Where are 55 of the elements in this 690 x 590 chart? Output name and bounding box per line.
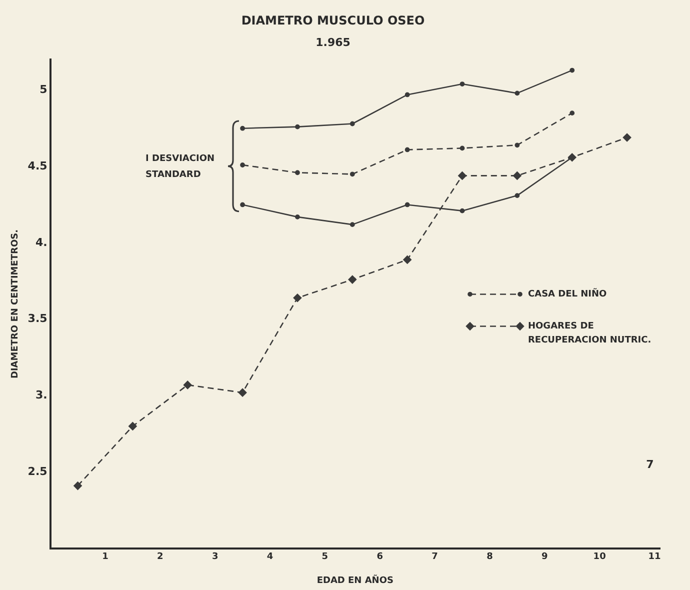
point xyxy=(350,121,355,126)
x-tick-label: 3 xyxy=(212,552,218,562)
point xyxy=(128,422,137,430)
y-tick-label: 4. xyxy=(35,236,48,249)
y-tick-label: 3. xyxy=(35,388,48,402)
point xyxy=(240,202,245,208)
point xyxy=(74,482,82,490)
point xyxy=(514,193,520,198)
y-tick-label: 2.5 xyxy=(28,464,48,478)
point xyxy=(404,202,410,208)
point xyxy=(622,133,632,142)
legend-label: CASA DEL NIÑO xyxy=(528,288,608,300)
annotation: I DESVIACION STANDARD xyxy=(146,154,215,180)
x-tick-label: 9 xyxy=(542,552,548,562)
point xyxy=(295,170,300,176)
point xyxy=(348,275,357,284)
x-tick-label: 11 xyxy=(648,552,661,562)
point xyxy=(295,214,300,220)
point xyxy=(403,256,412,264)
point xyxy=(460,208,465,214)
chart-subtitle: 1.965 xyxy=(316,36,350,49)
point xyxy=(240,162,245,168)
x-axis-title: EDAD EN AÑOS xyxy=(316,574,394,586)
x-tick-label: 6 xyxy=(376,552,383,562)
y-tick-label: 5 xyxy=(40,83,48,96)
point xyxy=(404,92,410,98)
point xyxy=(458,172,466,180)
point xyxy=(183,380,192,390)
x-tick-label: 8 xyxy=(486,552,493,562)
x-tick-label: 7 xyxy=(432,552,438,562)
point xyxy=(240,126,245,131)
point xyxy=(570,68,575,73)
chart-title: DIAMETRO MUSCULO OSEO xyxy=(241,13,425,28)
legend-label: HOGARES DE RECUPERACION NUTRIC. xyxy=(528,322,652,346)
point xyxy=(404,147,410,152)
x-tick-label: 2 xyxy=(157,552,164,562)
y-tick-label: 3.5 xyxy=(28,312,48,326)
x-tick-label: 5 xyxy=(322,552,328,562)
point xyxy=(238,388,247,397)
y-axis-title: DIAMETRO EN CENTIMETROS. xyxy=(10,229,21,379)
y-tick-label: 4.5 xyxy=(28,159,48,172)
point xyxy=(513,172,522,180)
x-tick-label: 4 xyxy=(266,552,274,562)
point xyxy=(350,172,355,177)
point xyxy=(514,90,520,96)
point xyxy=(514,142,520,148)
point xyxy=(293,294,302,302)
x-tick-label: 10 xyxy=(593,552,606,562)
point xyxy=(460,146,465,151)
point xyxy=(460,82,465,86)
annotation: 7 xyxy=(646,458,654,472)
point xyxy=(570,110,575,116)
x-tick-label: 1 xyxy=(102,552,108,562)
point xyxy=(350,222,355,228)
point xyxy=(295,124,300,130)
